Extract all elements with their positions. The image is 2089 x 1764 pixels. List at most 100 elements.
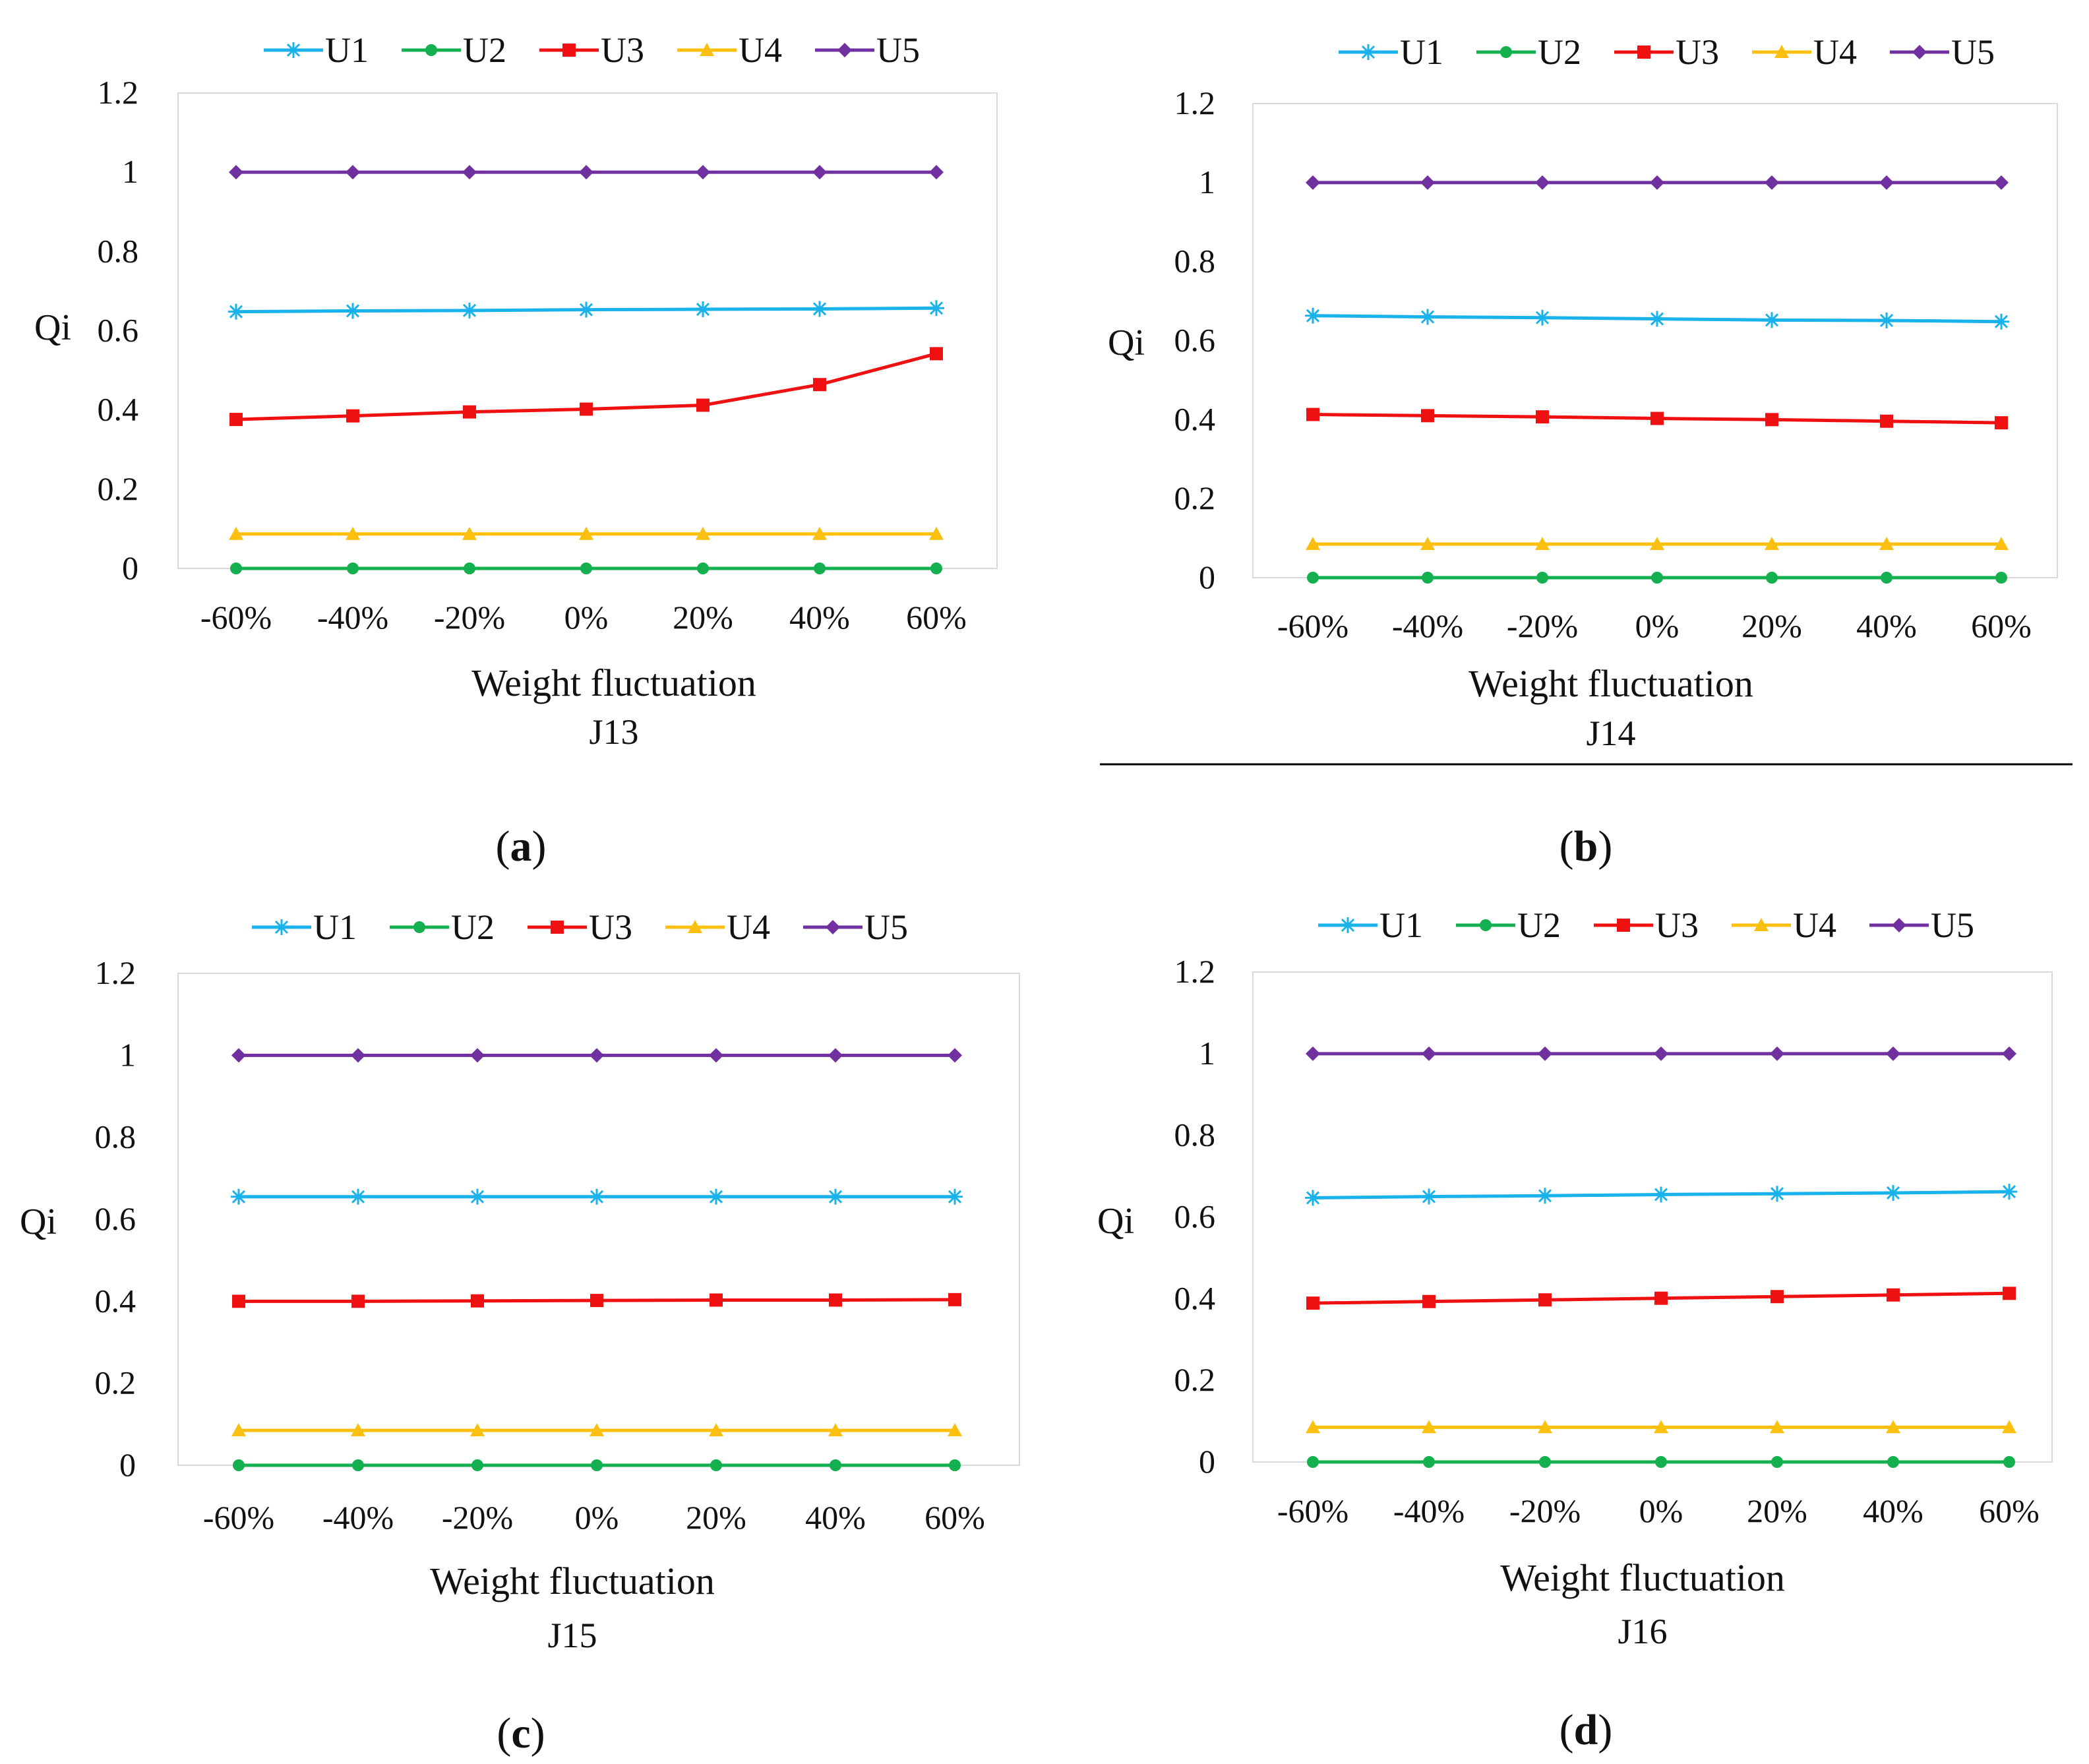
legend-entry-u1-c: U1 — [313, 907, 357, 947]
y-tick-label-b: 1.2 — [1174, 84, 1216, 121]
chart-title-b: J14 — [1586, 714, 1635, 753]
x-tick-label-c: -40% — [322, 1499, 394, 1536]
y-tick-label-a: 0.2 — [98, 470, 139, 507]
x-tick-label-b: -40% — [1392, 607, 1463, 644]
x-tick-label-c: 0% — [575, 1499, 619, 1536]
legend-entry-u3-a: U3 — [601, 30, 644, 70]
y-tick-label-a: 0.6 — [98, 312, 139, 349]
legend-marker-u5-d — [1892, 918, 1906, 932]
data-point-u1-b — [1534, 309, 1550, 326]
y-tick-label-c: 1.2 — [95, 954, 136, 991]
data-point-u4-c — [709, 1423, 723, 1437]
data-point-u4-c — [948, 1423, 962, 1437]
legend-entry-u3-d: U3 — [1655, 905, 1699, 945]
legend-entry-u3-c: U3 — [589, 907, 632, 947]
legend-entry-u5-b: U5 — [1951, 32, 1995, 72]
y-tick-label-b: 1 — [1199, 164, 1215, 200]
chart-panel-b: 0 0.2 0.4 0.6 0.8 1 1.2 -60% -40% -20% 0% 20% 40% 60%… — [1108, 32, 2058, 870]
data-point-u4-b — [1306, 537, 1320, 551]
legend-entry-u5-c: U5 — [864, 907, 908, 947]
data-point-u5-a — [929, 165, 944, 180]
legend-entry-u1-b: U1 — [1400, 32, 1443, 72]
data-point-u2-d — [1423, 1456, 1435, 1468]
data-point-u2-d — [1655, 1456, 1667, 1468]
data-point-u4-b — [1535, 537, 1550, 551]
y-tick-label-c: 0.8 — [95, 1118, 136, 1155]
data-point-u3-a — [580, 402, 593, 416]
data-point-u3-c — [948, 1293, 961, 1306]
data-point-u3-d — [1538, 1293, 1552, 1307]
x-tick-label-d: -20% — [1509, 1492, 1581, 1529]
data-point-u1-a — [462, 302, 477, 319]
y-tick-label-d: 0.6 — [1174, 1198, 1216, 1235]
data-point-u5-d — [1538, 1046, 1552, 1061]
data-point-u3-b — [1995, 416, 2008, 430]
data-point-u5-a — [812, 165, 827, 180]
data-point-u3-d — [1771, 1290, 1784, 1304]
data-point-u4-a — [346, 526, 360, 540]
data-point-u3-b — [1421, 409, 1434, 423]
data-point-u3-c — [710, 1293, 723, 1307]
legend-entry-u4-a: U4 — [739, 30, 782, 70]
y-tick-label-d: 0.2 — [1174, 1361, 1216, 1398]
legend-marker-u2-c — [413, 921, 425, 933]
data-point-u2-c — [233, 1459, 245, 1471]
legend-marker-u5-b — [1912, 45, 1927, 59]
legend-entry-u1-d: U1 — [1379, 905, 1423, 945]
data-point-u1-a — [928, 300, 944, 317]
y-tick-label-b: 0 — [1199, 559, 1215, 595]
data-point-u4-c — [351, 1423, 365, 1437]
data-point-u5-c — [231, 1048, 246, 1063]
legend-marker-u2-b — [1500, 46, 1512, 58]
y-tick-label-c: 0 — [119, 1446, 136, 1483]
y-tick-label-c: 1 — [119, 1036, 136, 1073]
data-point-u4-a — [229, 526, 243, 540]
legend-entry-u4-c: U4 — [727, 907, 770, 947]
data-point-u1-b — [1879, 312, 1894, 328]
x-tick-label-c: 20% — [686, 1499, 746, 1536]
data-point-u4-a — [696, 526, 710, 540]
y-tick-label-a: 0 — [122, 549, 138, 586]
y-tick-label-d: 0 — [1199, 1443, 1215, 1480]
legend-entry-u2-b: U2 — [1538, 32, 1581, 72]
data-point-u5-d — [1422, 1046, 1436, 1061]
x-tick-label-b: 0% — [1635, 607, 1680, 644]
legend-marker-u4-d — [1754, 918, 1769, 931]
legend-entry-u2-d: U2 — [1517, 905, 1561, 945]
x-tick-label-b: -60% — [1277, 607, 1348, 644]
plot-frame-b — [1252, 103, 2058, 578]
data-point-u1-b — [1305, 307, 1321, 324]
plot-frame-a — [177, 92, 998, 569]
y-tick-label-c: 0.2 — [95, 1364, 136, 1401]
data-point-u5-b — [1535, 175, 1550, 190]
data-point-u5-c — [351, 1048, 365, 1063]
data-point-u3-d — [2003, 1287, 2016, 1300]
panel-label-b: (b) — [1559, 822, 1613, 870]
data-point-u2-d — [1307, 1456, 1319, 1468]
panel-label-d: (d) — [1559, 1706, 1613, 1754]
x-axis-label-a: Weight fluctuation — [471, 661, 756, 704]
legend-marker-u1-a — [286, 42, 301, 58]
legend-entry-u1-a: U1 — [325, 30, 369, 70]
x-tick-label-d: -40% — [1393, 1492, 1465, 1529]
data-point-u2-d — [1887, 1456, 1899, 1468]
data-point-u2-a — [580, 563, 592, 574]
data-point-u5-a — [462, 165, 477, 180]
x-tick-label-b: 40% — [1856, 607, 1917, 644]
data-point-u3-b — [1765, 413, 1778, 427]
y-tick-label-c: 0.6 — [95, 1200, 136, 1237]
data-point-u1-d — [1305, 1190, 1321, 1206]
data-point-u1-c — [828, 1188, 843, 1205]
data-point-u5-a — [229, 165, 243, 180]
legend-marker-u3-b — [1637, 46, 1650, 59]
data-point-u1-c — [469, 1188, 485, 1205]
data-point-u2-c — [471, 1459, 483, 1471]
data-point-u4-a — [579, 526, 593, 540]
x-tick-label-c: 60% — [924, 1499, 985, 1536]
legend-marker-u1-b — [1360, 44, 1376, 60]
x-tick-label-c: 40% — [805, 1499, 866, 1536]
data-point-u4-d — [1886, 1420, 1900, 1434]
data-point-u3-c — [471, 1294, 484, 1308]
data-point-u2-a — [697, 563, 709, 574]
